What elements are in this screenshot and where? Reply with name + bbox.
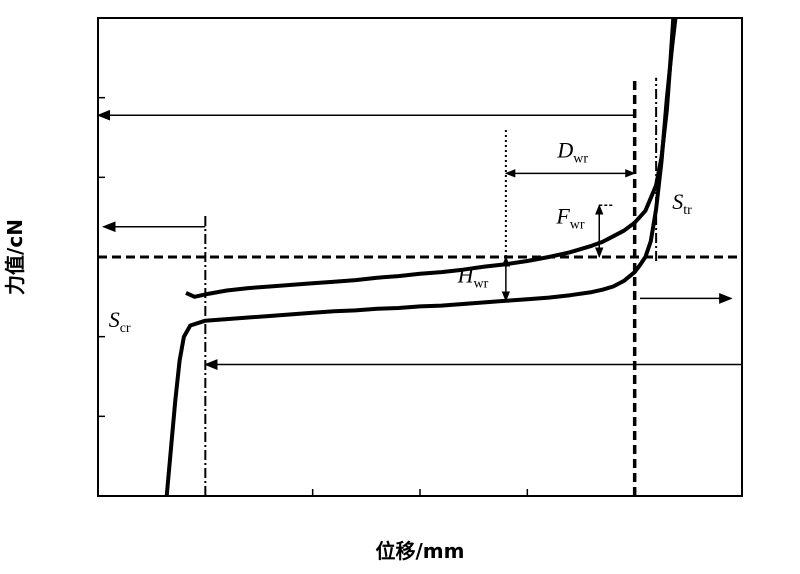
symbol-subscript: cr — [120, 321, 131, 336]
series-line-1 — [164, 17, 678, 497]
symbol-h-wr: Hwr — [457, 262, 489, 291]
symbol-d-wr: Dwr — [556, 137, 588, 166]
symbol-subscript: wr — [573, 151, 588, 166]
symbol-subscript: tr — [683, 203, 692, 218]
symbol-main: D — [556, 137, 573, 162]
symbol-main: F — [555, 204, 570, 229]
symbol-main: S — [672, 189, 683, 214]
symbol-main: S — [109, 307, 120, 332]
symbol-main: H — [457, 262, 475, 287]
series-layer — [164, 17, 678, 497]
x-axis-title: 位移/mm — [376, 539, 465, 563]
series-line-0 — [185, 17, 676, 299]
tick-layer — [97, 17, 743, 497]
guide-lines — [98, 77, 742, 496]
y-axis-title: 力值/cN — [3, 219, 27, 295]
symbol-subscript: wr — [473, 276, 488, 291]
symbol-s-tr: Str — [672, 189, 692, 218]
symbol-subscript: wr — [570, 218, 585, 233]
arrow-layer — [96, 109, 742, 370]
symbol-f-wr: Fwr — [555, 204, 585, 233]
symbol-s-cr: Scr — [109, 307, 131, 336]
